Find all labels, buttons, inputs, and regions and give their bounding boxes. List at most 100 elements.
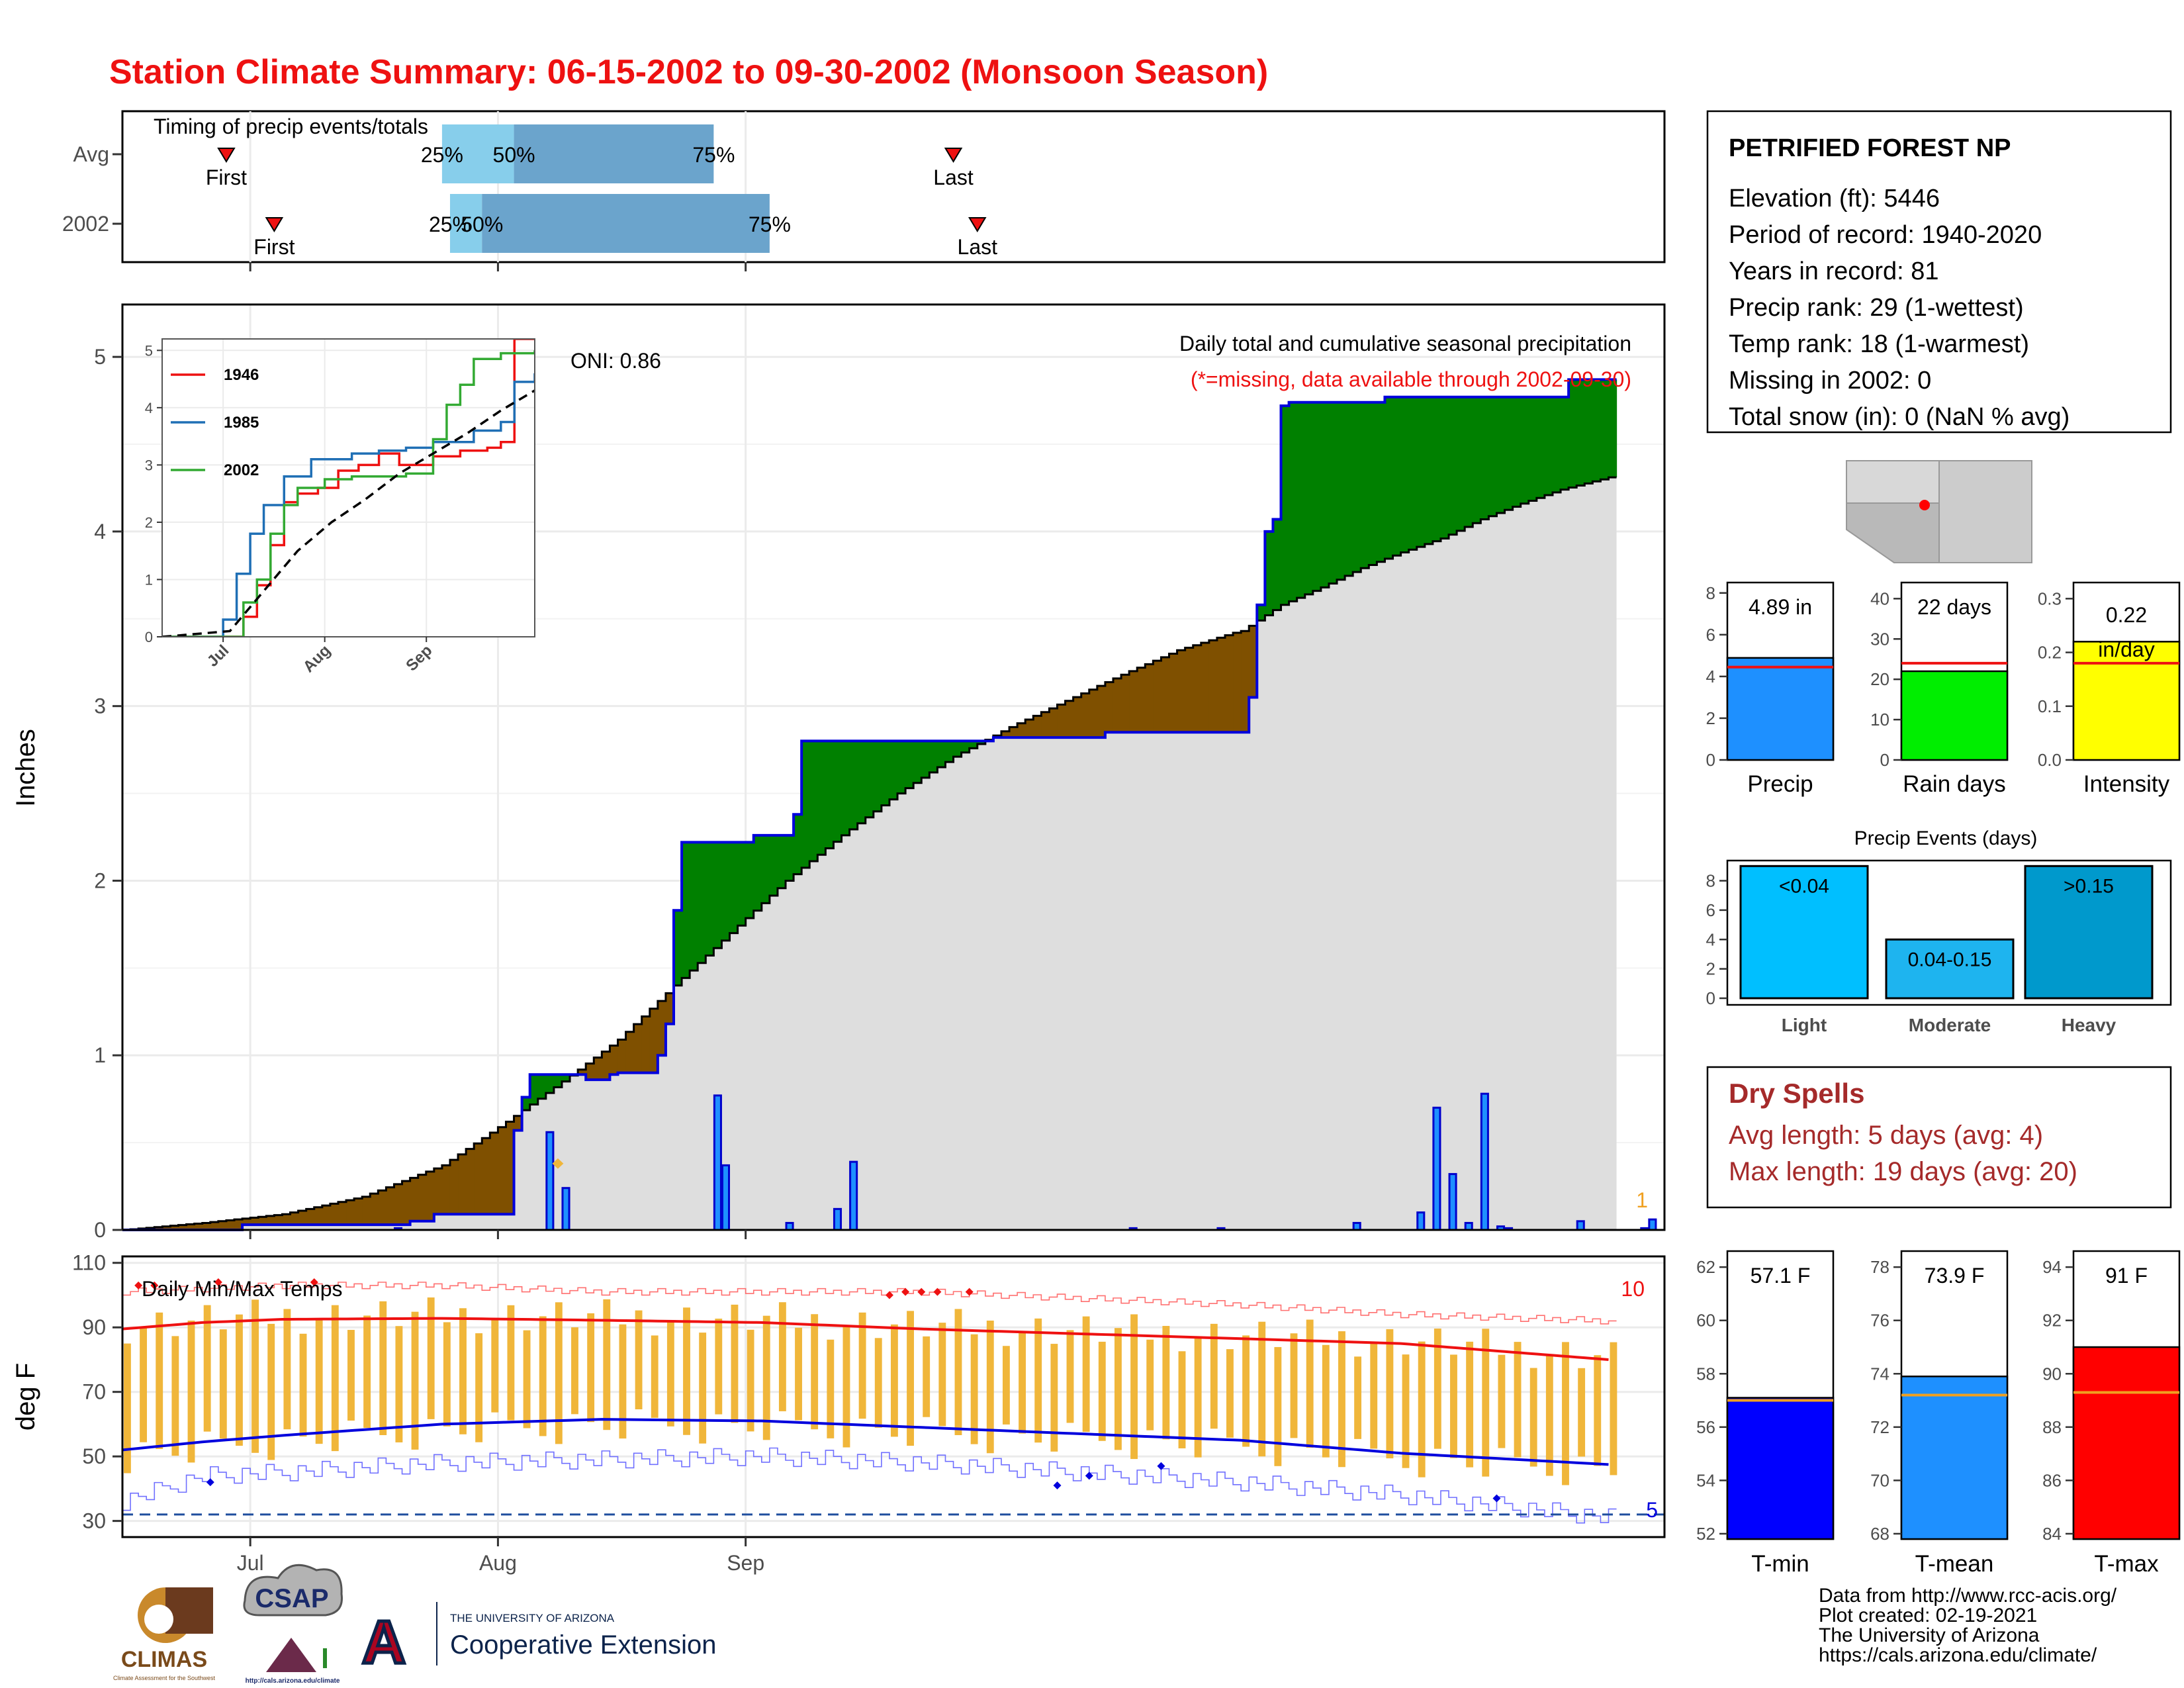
first-marker-icon	[217, 148, 236, 163]
above-average-fill	[977, 741, 986, 744]
station-info-line: Missing in 2002: 0	[1729, 367, 1931, 395]
record-high-marker-icon	[134, 1281, 143, 1289]
daily-temp-bar	[1162, 1326, 1170, 1440]
above-average-fill	[1528, 397, 1537, 501]
below-average-fill	[1001, 731, 1010, 738]
temp-summary-tick-label: 90	[2042, 1364, 2062, 1383]
climas-mesa-icon	[165, 1587, 213, 1634]
below-average-fill	[1153, 661, 1162, 733]
timing-p50-label: 50%	[461, 212, 503, 236]
station-location-marker	[1919, 500, 1930, 510]
below-average-fill	[1017, 723, 1026, 738]
above-average-fill	[825, 741, 835, 849]
daily-precip-bar	[1576, 1220, 1585, 1231]
timing-p50-label: 50%	[493, 143, 535, 167]
summary-bar-precip	[1726, 657, 1835, 761]
below-average-fill	[657, 1001, 666, 1056]
map-utah	[1846, 460, 1940, 504]
daily-temp-bar	[1274, 1346, 1282, 1466]
daily-temp-bar	[187, 1320, 195, 1463]
below-average-fill	[370, 1194, 379, 1225]
daily-temp-bar	[251, 1299, 259, 1453]
below-average-fill	[433, 1168, 443, 1215]
below-average-fill	[1225, 635, 1234, 733]
below-average-fill	[418, 1174, 427, 1221]
precip-panel-subheader: (*=missing, data available through 2002-…	[1191, 367, 1631, 391]
daily-temp-bar	[1578, 1368, 1586, 1457]
daily-temp-bar	[1098, 1341, 1106, 1441]
temp-summary-tick-label: 60	[1696, 1311, 1715, 1331]
above-average-fill	[953, 741, 962, 757]
timing-first-label: First	[253, 235, 295, 259]
above-average-fill	[1488, 397, 1498, 516]
above-average-fill	[841, 741, 850, 835]
daily-precip-bar	[713, 1094, 722, 1231]
x-axis-tick-label: Sep	[727, 1551, 764, 1575]
above-average-fill	[945, 741, 954, 763]
below-average-fill	[1073, 697, 1082, 738]
record-high-marker-icon	[885, 1291, 893, 1299]
above-average-fill	[905, 741, 914, 788]
above-average-fill	[857, 741, 866, 823]
above-average-fill	[1369, 402, 1377, 565]
above-average-fill	[1328, 402, 1338, 584]
below-average-fill	[1081, 693, 1090, 738]
above-average-fill	[674, 910, 682, 986]
below-average-fill	[226, 1220, 235, 1230]
daily-temp-bar	[827, 1339, 835, 1438]
daily-temp-bar	[603, 1299, 611, 1430]
below-average-fill	[354, 1198, 363, 1225]
daily-temp-bar	[747, 1329, 754, 1432]
above-average-fill	[1289, 402, 1298, 602]
footer-line: https://cals.arizona.edu/climate/	[1819, 1644, 2097, 1666]
summary-bar-tick-label: 8	[1706, 583, 1715, 603]
above-average-fill	[737, 842, 747, 926]
daily-temp-bar	[1594, 1355, 1602, 1466]
events-bar-moderate	[1885, 938, 2015, 1000]
temp-summary-tick-label: 52	[1696, 1524, 1715, 1544]
below-average-fill	[1097, 686, 1106, 738]
below-average-fill	[1169, 653, 1178, 733]
below-average-fill	[474, 1143, 482, 1215]
daily-temp-bar	[140, 1328, 148, 1442]
daily-temp-bar	[539, 1316, 547, 1436]
above-average-fill	[682, 842, 690, 978]
daily-temp-bar	[858, 1312, 866, 1419]
daily-temp-bar	[283, 1309, 291, 1430]
above-average-fill	[1353, 402, 1361, 573]
below-average-fill	[154, 1227, 163, 1230]
below-average-fill	[594, 1057, 602, 1080]
below-average-fill	[490, 1132, 499, 1215]
above-average-fill	[873, 741, 882, 812]
daily-temp-bar	[954, 1309, 962, 1435]
above-average-fill	[1544, 397, 1553, 496]
events-bar-bin-label: 0.04-0.15	[1908, 949, 1992, 970]
below-average-fill	[586, 1063, 594, 1080]
daily-precip-bars	[393, 1092, 1657, 1231]
below-average-fill	[1249, 626, 1257, 698]
x-axis-tick-label: Jul	[237, 1551, 264, 1575]
above-average-fill	[817, 741, 826, 855]
below-average-fill	[1145, 664, 1154, 733]
daily-precip-bar	[849, 1160, 858, 1231]
daily-temp-bar	[411, 1311, 419, 1450]
temp-summary-label: T-max	[2094, 1551, 2159, 1577]
above-average-fill	[865, 741, 874, 818]
below-average-fill	[1129, 671, 1138, 733]
average-tmin-line	[122, 1418, 1609, 1466]
climas-logo: CLIMAS Climate Assessment for the Southwe…	[113, 1587, 216, 1681]
temp-summary-tick-label: 68	[1870, 1524, 1889, 1544]
below-average-fill	[402, 1181, 411, 1225]
temp-summary-label: T-mean	[1915, 1551, 1994, 1577]
daily-temp-bar	[715, 1319, 723, 1415]
temp-summary-value: 57.1 F	[1751, 1264, 1811, 1288]
last-marker-icon	[944, 148, 963, 163]
above-average-fill	[913, 741, 922, 783]
timing-panel-title: Timing of precip events/totals	[154, 115, 428, 138]
daily-temp-bar	[666, 1321, 674, 1427]
temp-summary-tick-label: 54	[1696, 1470, 1715, 1490]
above-average-fill	[1608, 379, 1617, 478]
locator-map	[1846, 460, 2032, 563]
above-average-fill	[1424, 397, 1433, 544]
precip-y-tick-label: 1	[94, 1043, 106, 1067]
